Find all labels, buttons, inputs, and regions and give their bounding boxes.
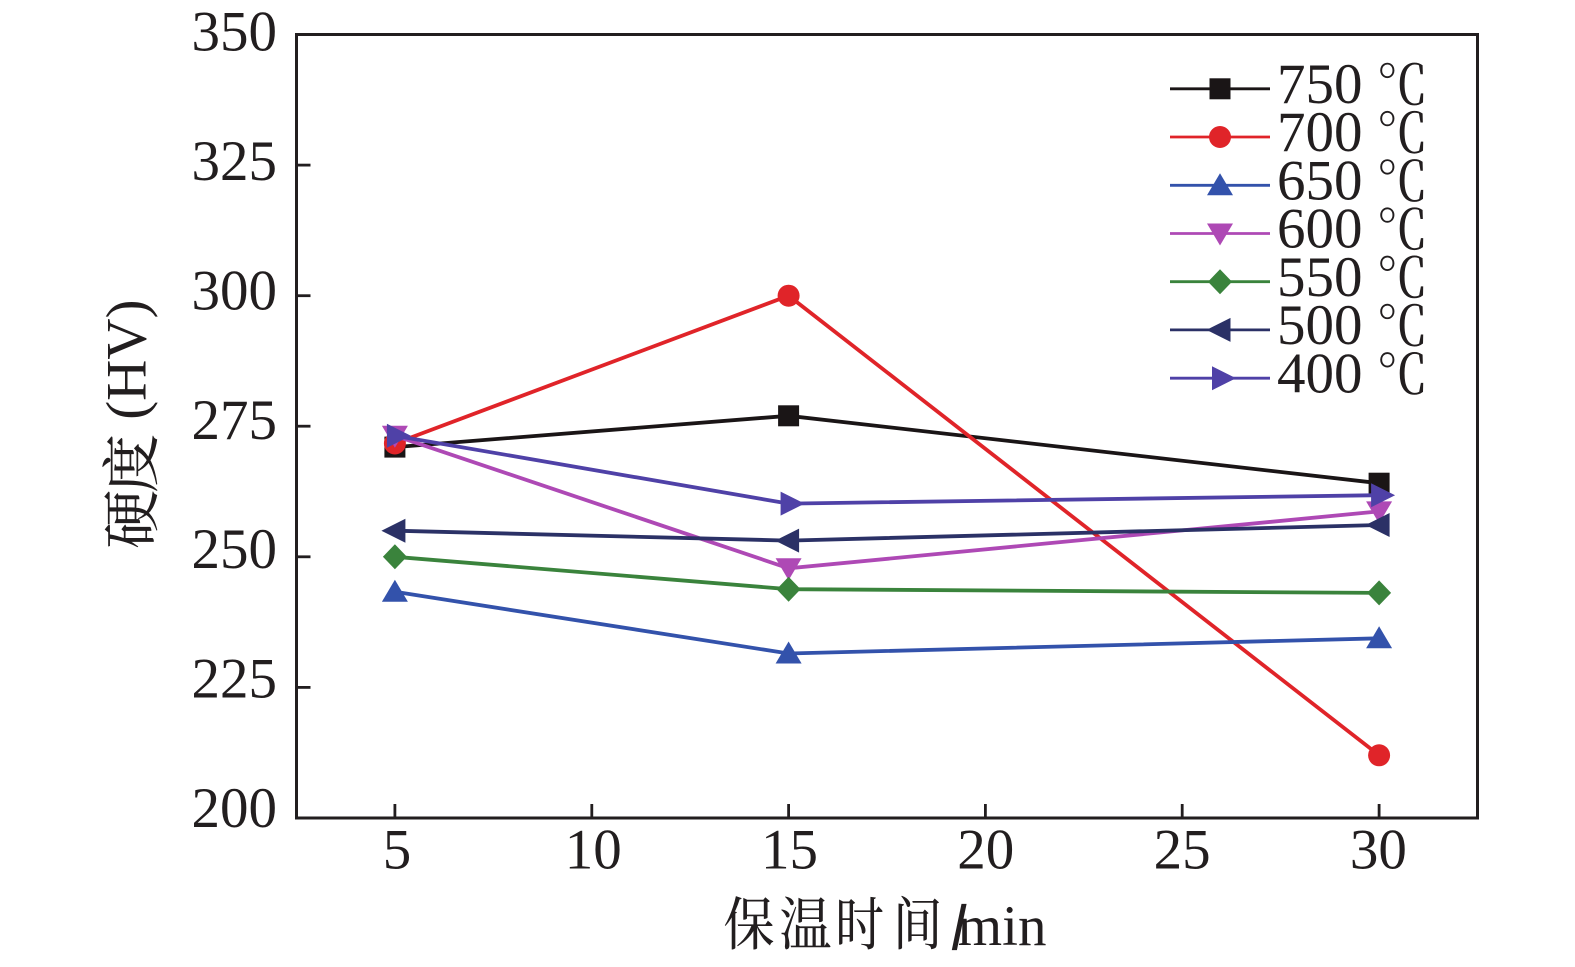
svg-text:min: min (958, 895, 1047, 958)
svg-text:275: 275 (192, 389, 278, 452)
svg-text:500: 500 (1277, 294, 1363, 357)
svg-text:250: 250 (192, 518, 278, 581)
svg-text:750: 750 (1277, 53, 1363, 116)
svg-text:200: 200 (192, 777, 278, 840)
svg-text:350: 350 (192, 1, 278, 64)
svg-text:10: 10 (565, 819, 622, 882)
svg-text:30: 30 (1350, 819, 1407, 882)
svg-text:25: 25 (1154, 819, 1211, 882)
svg-text:400: 400 (1277, 342, 1363, 405)
svg-text:300: 300 (192, 259, 278, 322)
svg-text:650: 650 (1277, 150, 1363, 213)
svg-text:225: 225 (192, 648, 278, 711)
svg-text:20: 20 (957, 819, 1014, 882)
svg-text:325: 325 (192, 130, 278, 193)
svg-text:15: 15 (761, 819, 818, 882)
svg-text:550: 550 (1277, 246, 1363, 309)
svg-text:600: 600 (1277, 198, 1363, 261)
svg-text:700: 700 (1277, 101, 1363, 164)
svg-text:5: 5 (383, 819, 412, 882)
svg-text:(HV): (HV) (96, 300, 159, 420)
